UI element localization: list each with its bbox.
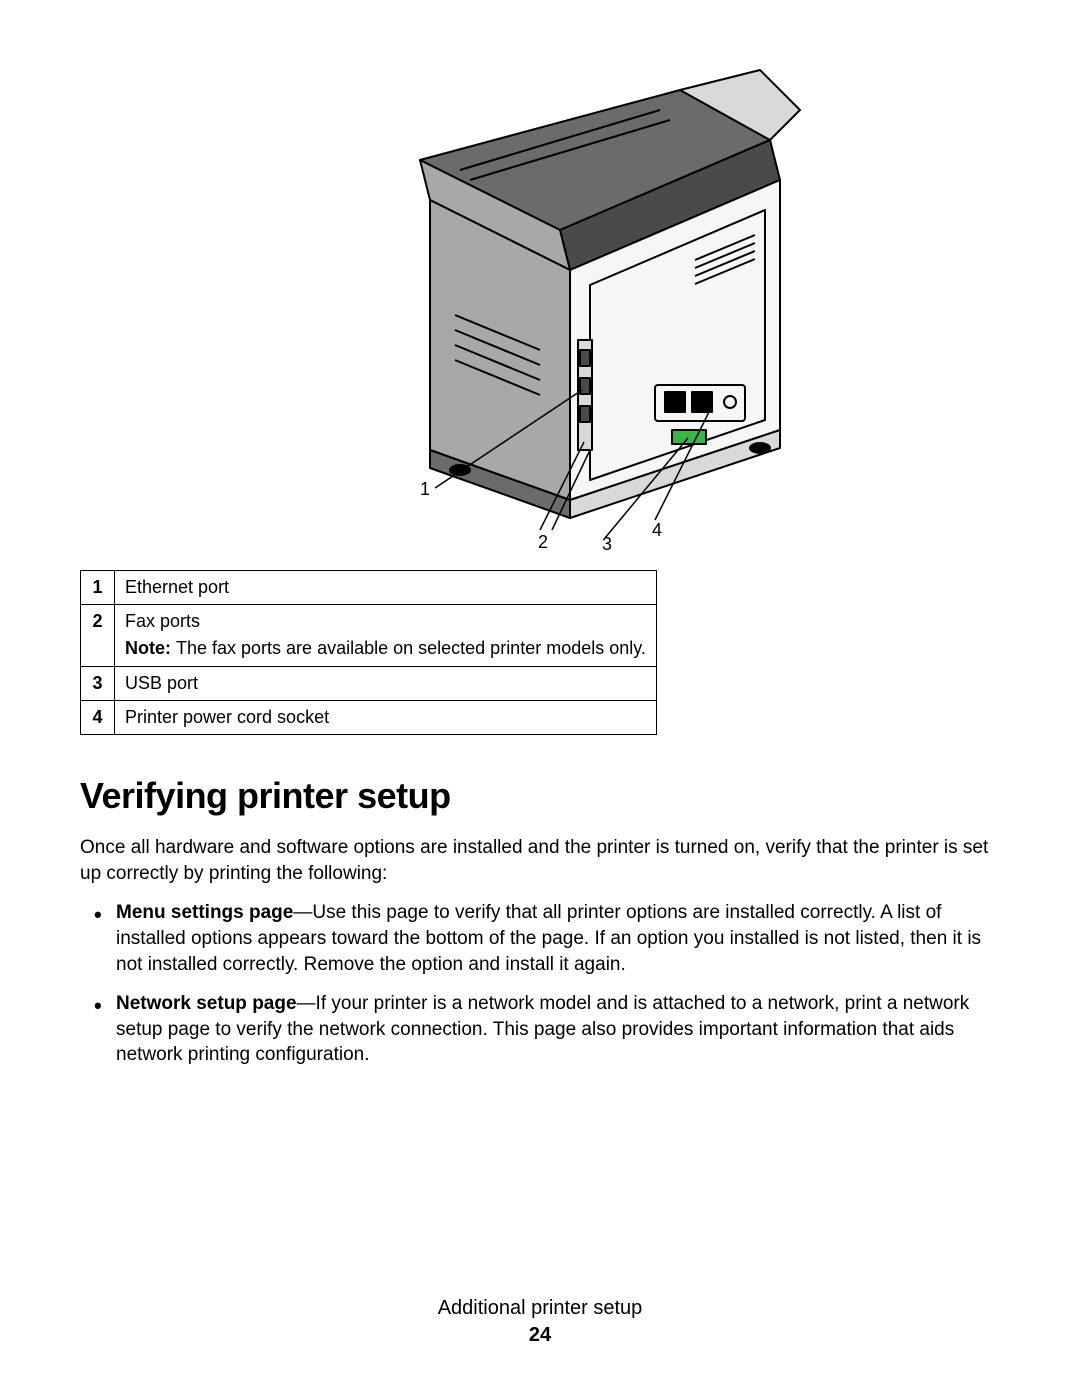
bullet-list: Menu settings page—Use this page to veri… [80,900,1000,1068]
item-bold: Network setup page [116,993,297,1014]
page-footer: Additional printer setup 24 [0,1297,1080,1347]
footer-title: Additional printer setup [0,1297,1080,1320]
row-num: 4 [81,700,115,734]
callout-1: 1 [420,479,430,499]
printer-figure: 1 2 3 4 [80,50,1000,550]
note-prefix: Note: [125,638,176,658]
intro-paragraph: Once all hardware and software options a… [80,835,1000,886]
table-row: 2 Fax ports Note: The fax ports are avai… [81,605,657,666]
table-row: 1 Ethernet port [81,571,657,605]
row-label: Fax ports [125,611,200,631]
table-row: 4 Printer power cord socket [81,700,657,734]
row-num: 3 [81,666,115,700]
row-label-cell: Fax ports Note: The fax ports are availa… [115,605,657,666]
ports-table: 1 Ethernet port 2 Fax ports Note: The fa… [80,570,657,735]
section-heading: Verifying printer setup [80,775,1000,817]
row-label: Printer power cord socket [115,700,657,734]
list-item: Menu settings page—Use this page to veri… [116,900,1000,977]
note-text: The fax ports are available on selected … [176,638,646,658]
item-bold: Menu settings page [116,902,293,923]
row-num: 2 [81,605,115,666]
row-label: Ethernet port [115,571,657,605]
callout-4: 4 [652,520,662,540]
row-note: Note: The fax ports are available on sel… [125,636,646,661]
footer-page-number: 24 [0,1324,1080,1347]
callout-2: 2 [538,532,548,550]
printer-illustration: 1 2 3 4 [260,50,820,550]
table-row: 3 USB port [81,666,657,700]
list-item: Network setup page—If your printer is a … [116,991,1000,1068]
row-num: 1 [81,571,115,605]
callout-3: 3 [602,534,612,550]
row-label: USB port [115,666,657,700]
